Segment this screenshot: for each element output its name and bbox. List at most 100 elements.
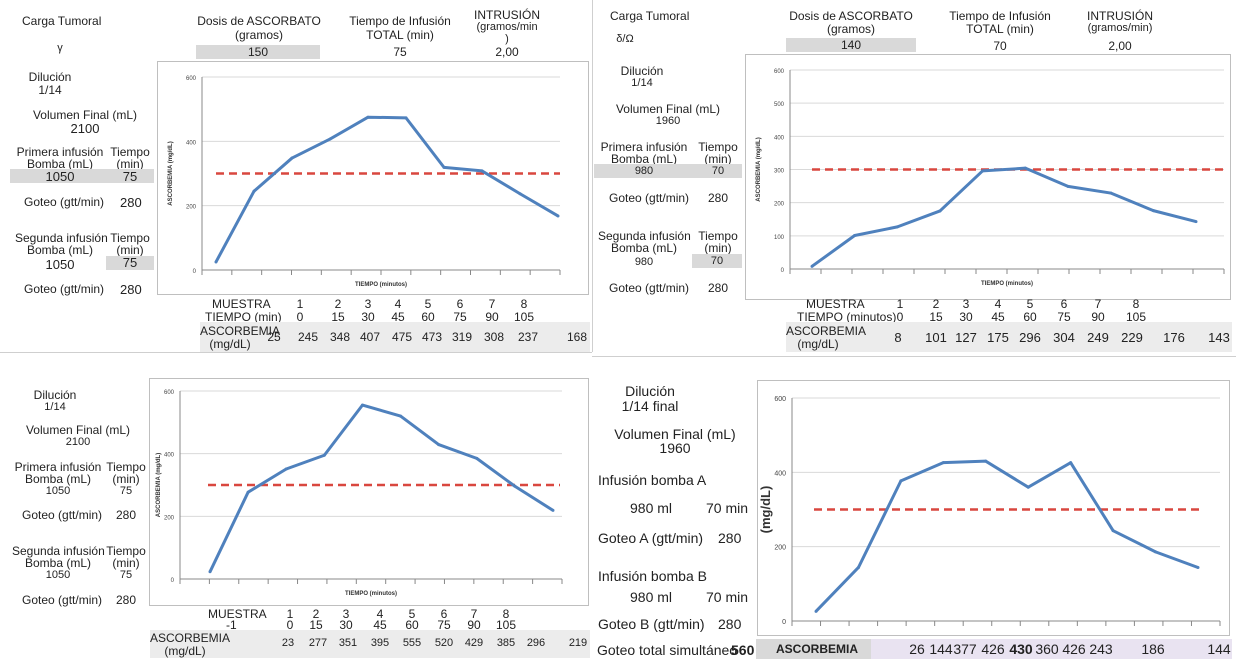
data-point <box>984 459 988 463</box>
y-tick-label: 500 <box>774 102 785 108</box>
dosis-value: 140 <box>786 38 916 52</box>
infusion-a-min: 70 min <box>706 500 749 516</box>
data-point <box>1111 529 1115 533</box>
tiempo-infusion-label: Tiempo de Infusión <box>349 14 451 28</box>
muestra-cell: 7 <box>1094 297 1102 311</box>
x-axis-label: TIEMPO (minutos) <box>981 281 1033 287</box>
ascorbemia-label: ASCORBEMIA <box>150 631 231 645</box>
goteo-value: 280 <box>708 191 729 205</box>
ascorbemia-cell: 23 <box>281 637 295 649</box>
infusion-b-label: Infusión bomba B <box>598 568 707 584</box>
ascorbemia-cell: 360 <box>1035 641 1059 657</box>
muestra-cell: 4 <box>394 297 402 311</box>
data-point <box>1154 550 1158 554</box>
tiempo-small-unit: (min) <box>116 243 144 257</box>
chart-4: 0 200 400 600 (mg/dL) <box>758 396 1221 626</box>
goteo-label: Goteo (gtt/min) <box>22 593 103 607</box>
muestra-cell: 2 <box>312 607 320 621</box>
tiempo-cell: 15 <box>309 618 323 632</box>
tiempo-infusion-value: 70 <box>993 39 1007 53</box>
primera-bomba-label: Bomba (mL) <box>24 472 92 486</box>
tiempo-small-unit: (min) <box>704 152 732 166</box>
chart-1-frame: 0 200 400 600 TIEMPO (minutos) ASCORBEMIA (mg… <box>157 61 589 295</box>
ascorbemia-cell: 308 <box>483 330 505 344</box>
ascorbemia-cell: 229 <box>1121 330 1143 345</box>
ascorbemia-row-bg <box>786 322 1232 352</box>
segunda-tiempo-value: 75 <box>119 569 133 581</box>
primera-bomba-label: Bomba (mL) <box>610 152 678 166</box>
ascorbemia-cell: 385 <box>496 637 516 649</box>
primera-infusion-value: 1050 <box>45 169 75 184</box>
y-tick-label: 0 <box>193 269 197 275</box>
dilucion-label: Dilución <box>33 388 77 402</box>
goteo-value: 280 <box>120 282 142 297</box>
ascorbemia-row-bg <box>150 630 590 658</box>
ascorbemia-cell: 296 <box>526 637 546 649</box>
ascorbemia-cell: 395 <box>370 637 390 649</box>
ascorbemia-cell: 304 <box>1053 330 1075 345</box>
data-point <box>442 165 446 169</box>
dilucion-value: 1/14 <box>631 77 653 89</box>
tiempo-cell: 0 <box>296 310 304 324</box>
goteo-value: 280 <box>116 593 137 607</box>
muestra-cell: 1 <box>286 607 294 621</box>
muestra-label: MUESTRA <box>806 297 865 311</box>
muestra-cell: 2 <box>334 297 342 311</box>
volumen-label: Volumen Final (mL) <box>25 423 131 437</box>
y-tick-label: 400 <box>774 135 785 141</box>
dilucion-label: Dilución <box>620 64 664 78</box>
data-point <box>551 508 555 512</box>
goteo-value: 280 <box>120 195 142 210</box>
intrusion-label: INTRUSIÓN <box>474 8 540 22</box>
tiempo-infusion-unit: TOTAL (min) <box>366 28 434 42</box>
data-point <box>246 490 250 494</box>
muestra-label: MUESTRA <box>212 297 271 311</box>
primera-tiempo-value: 75 <box>122 169 138 184</box>
data-point <box>1069 461 1073 465</box>
y-tick-label: 200 <box>774 545 786 552</box>
ascorbemia-cell: 249 <box>1087 330 1109 345</box>
data-point <box>475 456 479 460</box>
ascorbemia-cell: 475 <box>391 330 413 344</box>
intrusion-value: 2,00 <box>1108 39 1132 53</box>
muestra-cell: 6 <box>1060 297 1068 311</box>
muestra-cell: 1 <box>896 297 904 311</box>
y-tick-label: 600 <box>186 76 197 82</box>
muestra-cell: 6 <box>440 607 448 621</box>
ascorbemia-row-bg <box>200 322 590 352</box>
panel-divider <box>592 356 1236 357</box>
data-point <box>360 403 364 407</box>
data-point <box>480 169 484 173</box>
ascorbemia-cell: 296 <box>1019 330 1041 345</box>
tiempo-small-unit: (min) <box>704 241 732 255</box>
carga-label: Carga Tumoral <box>22 14 102 28</box>
y-axis-label: ASCORBEMIA (mg/dL) <box>168 141 174 205</box>
volumen-label: Volumen Final (mL) <box>615 102 721 116</box>
ascorbemia-cell: 127 <box>955 330 977 345</box>
ascorbemia-unit: (mg/dL) <box>164 644 206 658</box>
ascorbemia-cell: 245 <box>297 330 319 344</box>
primera-infusion-label: Primera infusión <box>600 140 688 154</box>
ascorbemia-cell: 430 <box>1009 641 1033 657</box>
volumen-value: 2100 <box>70 121 100 136</box>
muestra-cell: 3 <box>364 297 372 311</box>
data-point <box>556 214 560 218</box>
primera-bomba-label: Bomba (mL) <box>26 157 94 171</box>
volumen-value: 1960 <box>659 440 691 456</box>
data-point <box>208 570 212 574</box>
carga-value: γ <box>57 42 63 54</box>
goteo-value: 280 <box>116 508 137 522</box>
dosis-unit: (gramos) <box>234 28 283 42</box>
ascorbemia-cell: 243 <box>1089 641 1113 657</box>
ascorbemia-cell: 25 <box>267 330 281 344</box>
tiempo-cell: 105 <box>513 310 535 324</box>
goteo-total-label: Goteo total simultáneo <box>597 642 738 658</box>
dosis-unit: (gramos) <box>826 22 875 36</box>
y-tick-label: 300 <box>774 169 785 175</box>
muestra-cell: 3 <box>962 297 970 311</box>
data-point <box>941 461 945 465</box>
segunda-infusion-label: Segunda infusión <box>12 544 105 558</box>
primera-infusion-row <box>594 164 742 178</box>
chart-2-frame: 0 100 200 300 400 500 600 TIEMPO (minutos) ASCOR… <box>745 54 1231 300</box>
x-axis-label: TIEMPO (minutos) <box>355 282 407 288</box>
